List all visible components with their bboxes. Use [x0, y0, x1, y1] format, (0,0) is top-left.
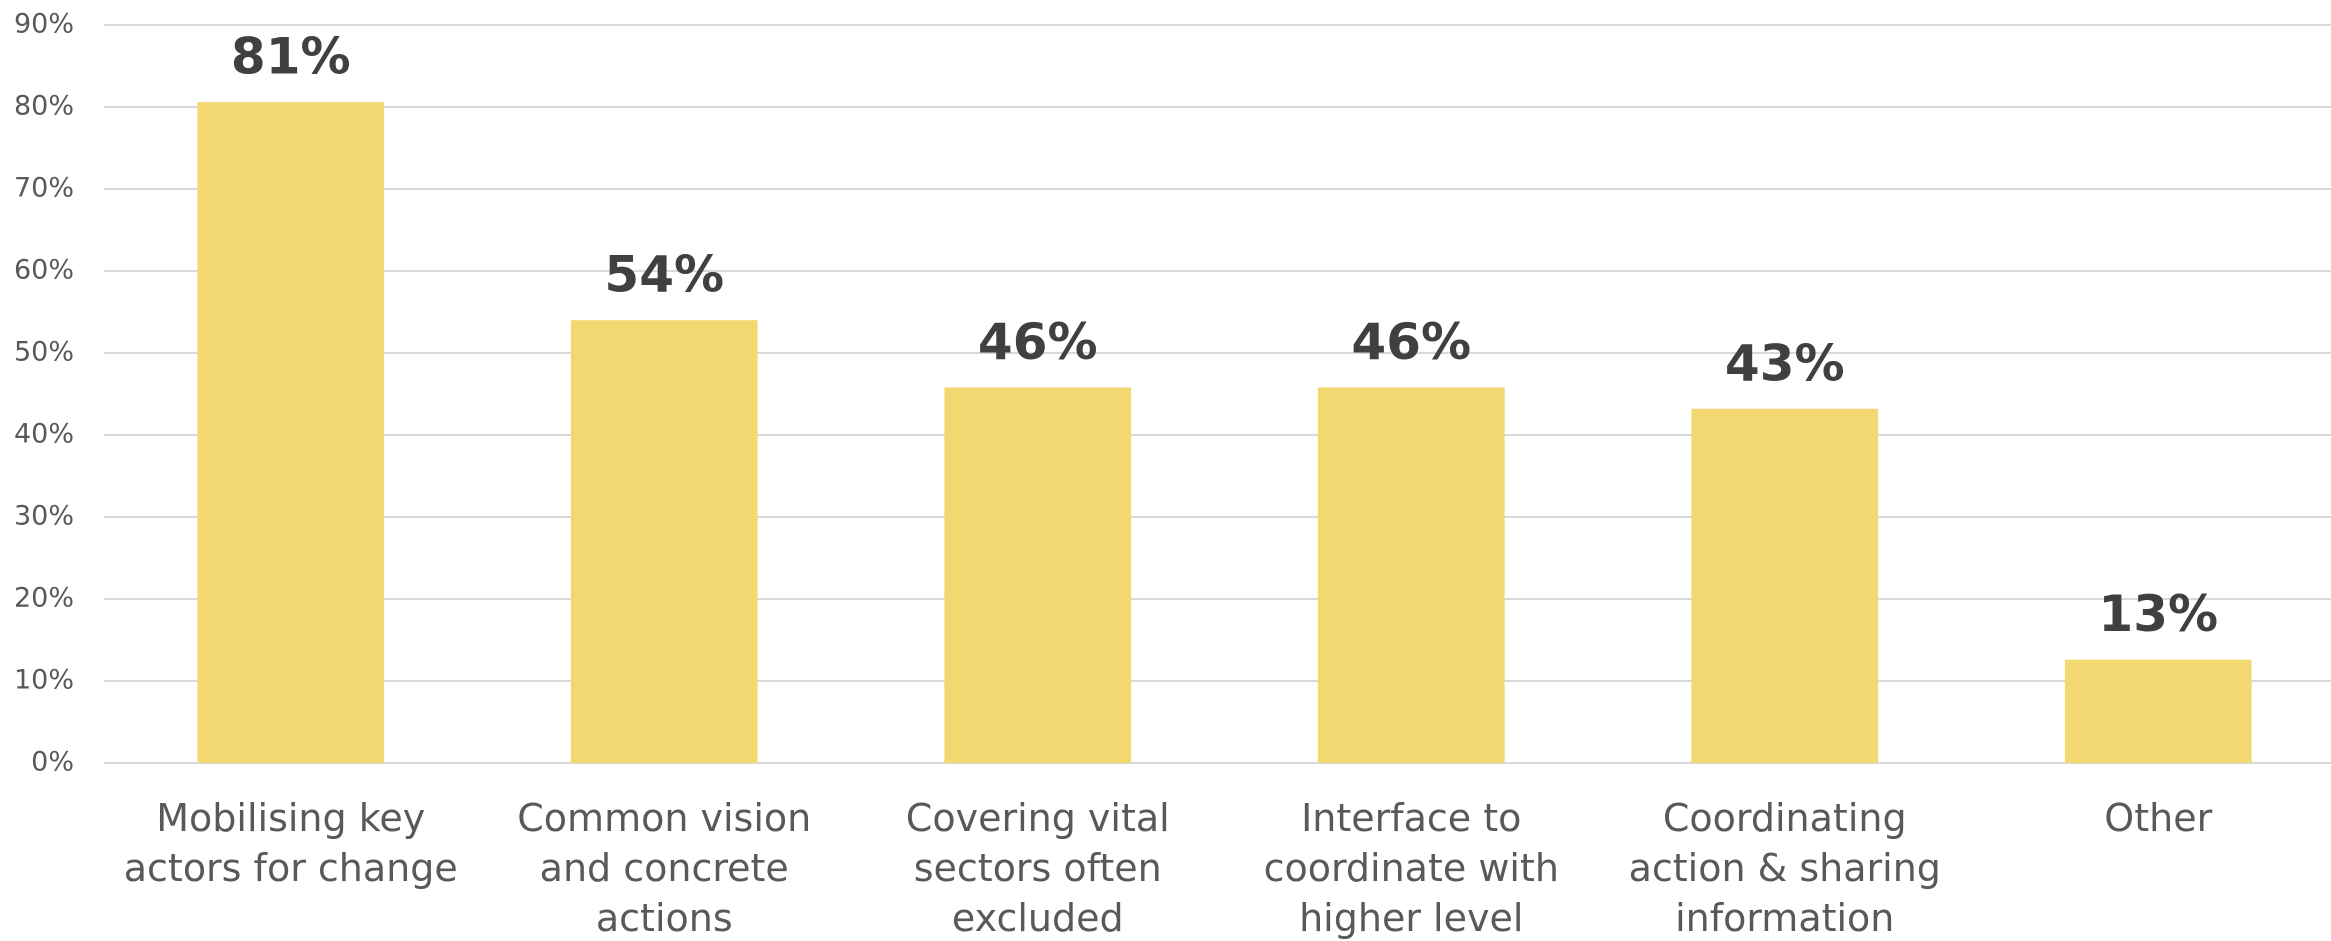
- x-tick-label: Covering vital sectors often excluded: [905, 796, 1170, 940]
- data-label: 46%: [978, 313, 1098, 371]
- bar: [1317, 387, 1505, 763]
- x-tick-label: Mobilising key actors for change: [123, 796, 458, 890]
- y-tick-label: 10%: [14, 665, 74, 696]
- bar: [2064, 659, 2252, 763]
- y-tick-label: 80%: [14, 91, 74, 122]
- x-tick-label: Other: [2104, 796, 2213, 840]
- data-label: 13%: [2098, 585, 2218, 643]
- data-label: 46%: [1351, 313, 1471, 371]
- data-label: 54%: [604, 246, 724, 304]
- x-tick-label: Coordinating action & sharing informatio…: [1628, 796, 1941, 940]
- y-tick-label: 60%: [14, 255, 74, 286]
- y-tick-label: 50%: [14, 337, 74, 368]
- x-tick-label: Interface to coordinate with higher leve…: [1263, 796, 1559, 940]
- bar: [1691, 408, 1879, 763]
- y-tick-label: 70%: [14, 173, 74, 204]
- bar: [197, 102, 385, 763]
- bar: [570, 320, 758, 763]
- y-tick-label: 90%: [14, 9, 74, 40]
- x-tick-label: Common vision and concrete actions: [517, 796, 812, 940]
- y-tick-label: 30%: [14, 501, 74, 532]
- bar: [944, 387, 1132, 763]
- data-label: 43%: [1725, 334, 1845, 392]
- y-tick-label: 0%: [31, 747, 74, 778]
- y-tick-label: 20%: [14, 583, 74, 614]
- data-label: 81%: [231, 28, 351, 86]
- y-tick-label: 40%: [14, 419, 74, 450]
